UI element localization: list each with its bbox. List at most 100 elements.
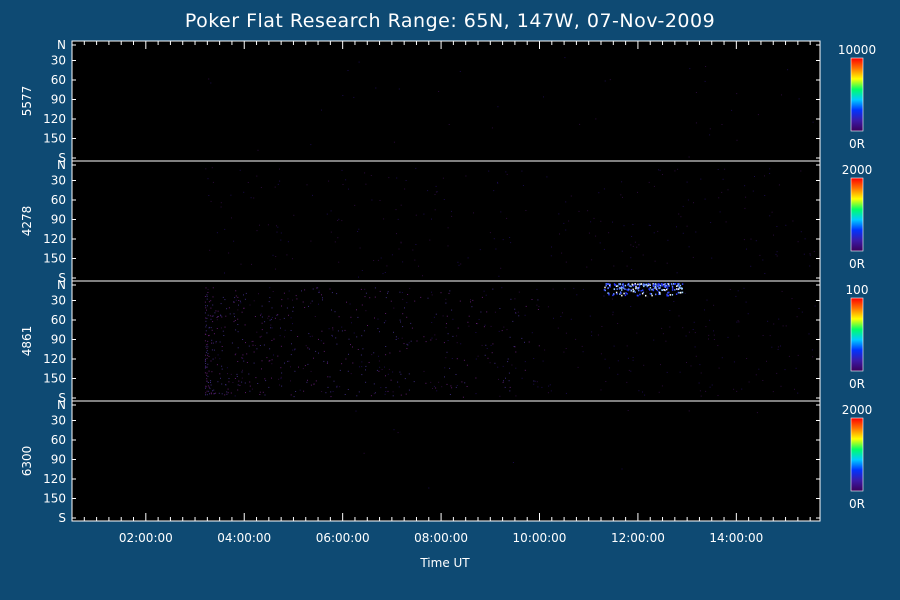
noise-pixel (713, 339, 715, 340)
noise-pixel (798, 98, 800, 100)
noise-pixel (259, 345, 261, 346)
activity-pixel (619, 291, 622, 293)
noise-pixel (334, 241, 336, 243)
y-tick-label: 90 (51, 93, 66, 107)
noise-pixel (226, 393, 228, 395)
noise-pixel (283, 317, 285, 319)
noise-pixel (387, 390, 389, 392)
noise-pixel (680, 216, 682, 218)
noise-pixel (514, 308, 516, 310)
noise-pixel (385, 387, 387, 389)
noise-pixel (568, 220, 570, 222)
activity-pixel (666, 293, 668, 296)
noise-pixel (397, 381, 399, 383)
activity-pixel (619, 293, 621, 295)
activity-pixel (622, 285, 625, 287)
noise-pixel (326, 362, 328, 364)
noise-pixel (626, 345, 628, 347)
noise-pixel (608, 232, 610, 234)
noise-pixel (269, 287, 271, 289)
noise-pixel (261, 335, 263, 337)
noise-pixel (400, 241, 402, 243)
noise-pixel (212, 342, 214, 344)
noise-pixel (373, 260, 375, 261)
noise-pixel (557, 327, 559, 329)
panel-noise-6300 (355, 410, 758, 489)
noise-pixel (719, 211, 721, 213)
noise-pixel (446, 351, 448, 353)
noise-pixel (318, 352, 319, 354)
noise-pixel (781, 94, 782, 96)
noise-pixel (279, 168, 280, 170)
activity-pixel (671, 294, 674, 296)
noise-pixel (811, 349, 813, 351)
noise-pixel (327, 361, 328, 363)
noise-pixel (724, 168, 726, 170)
noise-pixel (269, 297, 271, 299)
noise-pixel (694, 346, 696, 348)
noise-pixel (512, 462, 514, 463)
noise-pixel (227, 392, 229, 394)
noise-pixel (237, 361, 239, 362)
noise-pixel (630, 244, 632, 246)
noise-pixel (629, 291, 631, 293)
noise-pixel (274, 317, 276, 319)
noise-pixel (544, 349, 546, 351)
noise-pixel (336, 293, 338, 295)
noise-pixel (472, 299, 474, 301)
activity-pixel (628, 285, 631, 287)
y-tick-label: 60 (51, 73, 66, 87)
noise-pixel (290, 330, 292, 331)
noise-pixel (384, 393, 386, 395)
noise-pixel (408, 373, 410, 375)
noise-pixel (420, 296, 422, 298)
noise-pixel (666, 262, 668, 264)
noise-pixel (484, 354, 486, 356)
noise-pixel (261, 305, 263, 307)
noise-pixel (547, 306, 549, 308)
y-tick-label: 30 (51, 414, 66, 428)
y-tick-label: 90 (51, 333, 66, 347)
noise-pixel (205, 385, 207, 387)
activity-pixel (627, 283, 630, 286)
noise-pixel (381, 369, 383, 370)
noise-pixel (710, 222, 712, 223)
noise-pixel (271, 359, 273, 361)
noise-pixel (393, 307, 395, 309)
noise-pixel (264, 378, 266, 380)
noise-pixel (491, 127, 493, 129)
noise-pixel (379, 290, 381, 292)
noise-pixel (385, 391, 387, 392)
noise-pixel (686, 181, 688, 183)
noise-pixel (425, 341, 427, 343)
noise-pixel (346, 301, 347, 303)
noise-pixel (405, 180, 407, 181)
activity-pixel (633, 284, 635, 286)
noise-pixel (565, 332, 567, 334)
noise-pixel (224, 228, 226, 230)
noise-pixel (803, 253, 805, 255)
noise-pixel (778, 318, 780, 320)
noise-pixel (281, 385, 283, 387)
noise-pixel (653, 232, 655, 234)
activity-pixel (671, 289, 674, 291)
noise-pixel (262, 391, 264, 393)
noise-pixel (207, 363, 209, 365)
noise-pixel (353, 332, 355, 334)
noise-pixel (771, 211, 773, 213)
noise-pixel (484, 324, 486, 326)
activity-pixel (614, 284, 617, 286)
noise-pixel (713, 304, 715, 306)
noise-pixel (713, 334, 715, 336)
noise-pixel (621, 250, 623, 252)
noise-pixel (238, 300, 240, 301)
activity-pixel (621, 294, 623, 297)
y-tick-label: 60 (51, 313, 66, 327)
noise-pixel (253, 362, 255, 364)
activity-pixel (677, 284, 679, 287)
activity-pixel (618, 283, 620, 286)
noise-pixel (297, 336, 299, 337)
noise-pixel (483, 326, 485, 328)
noise-pixel (490, 344, 492, 346)
noise-pixel (354, 204, 356, 206)
